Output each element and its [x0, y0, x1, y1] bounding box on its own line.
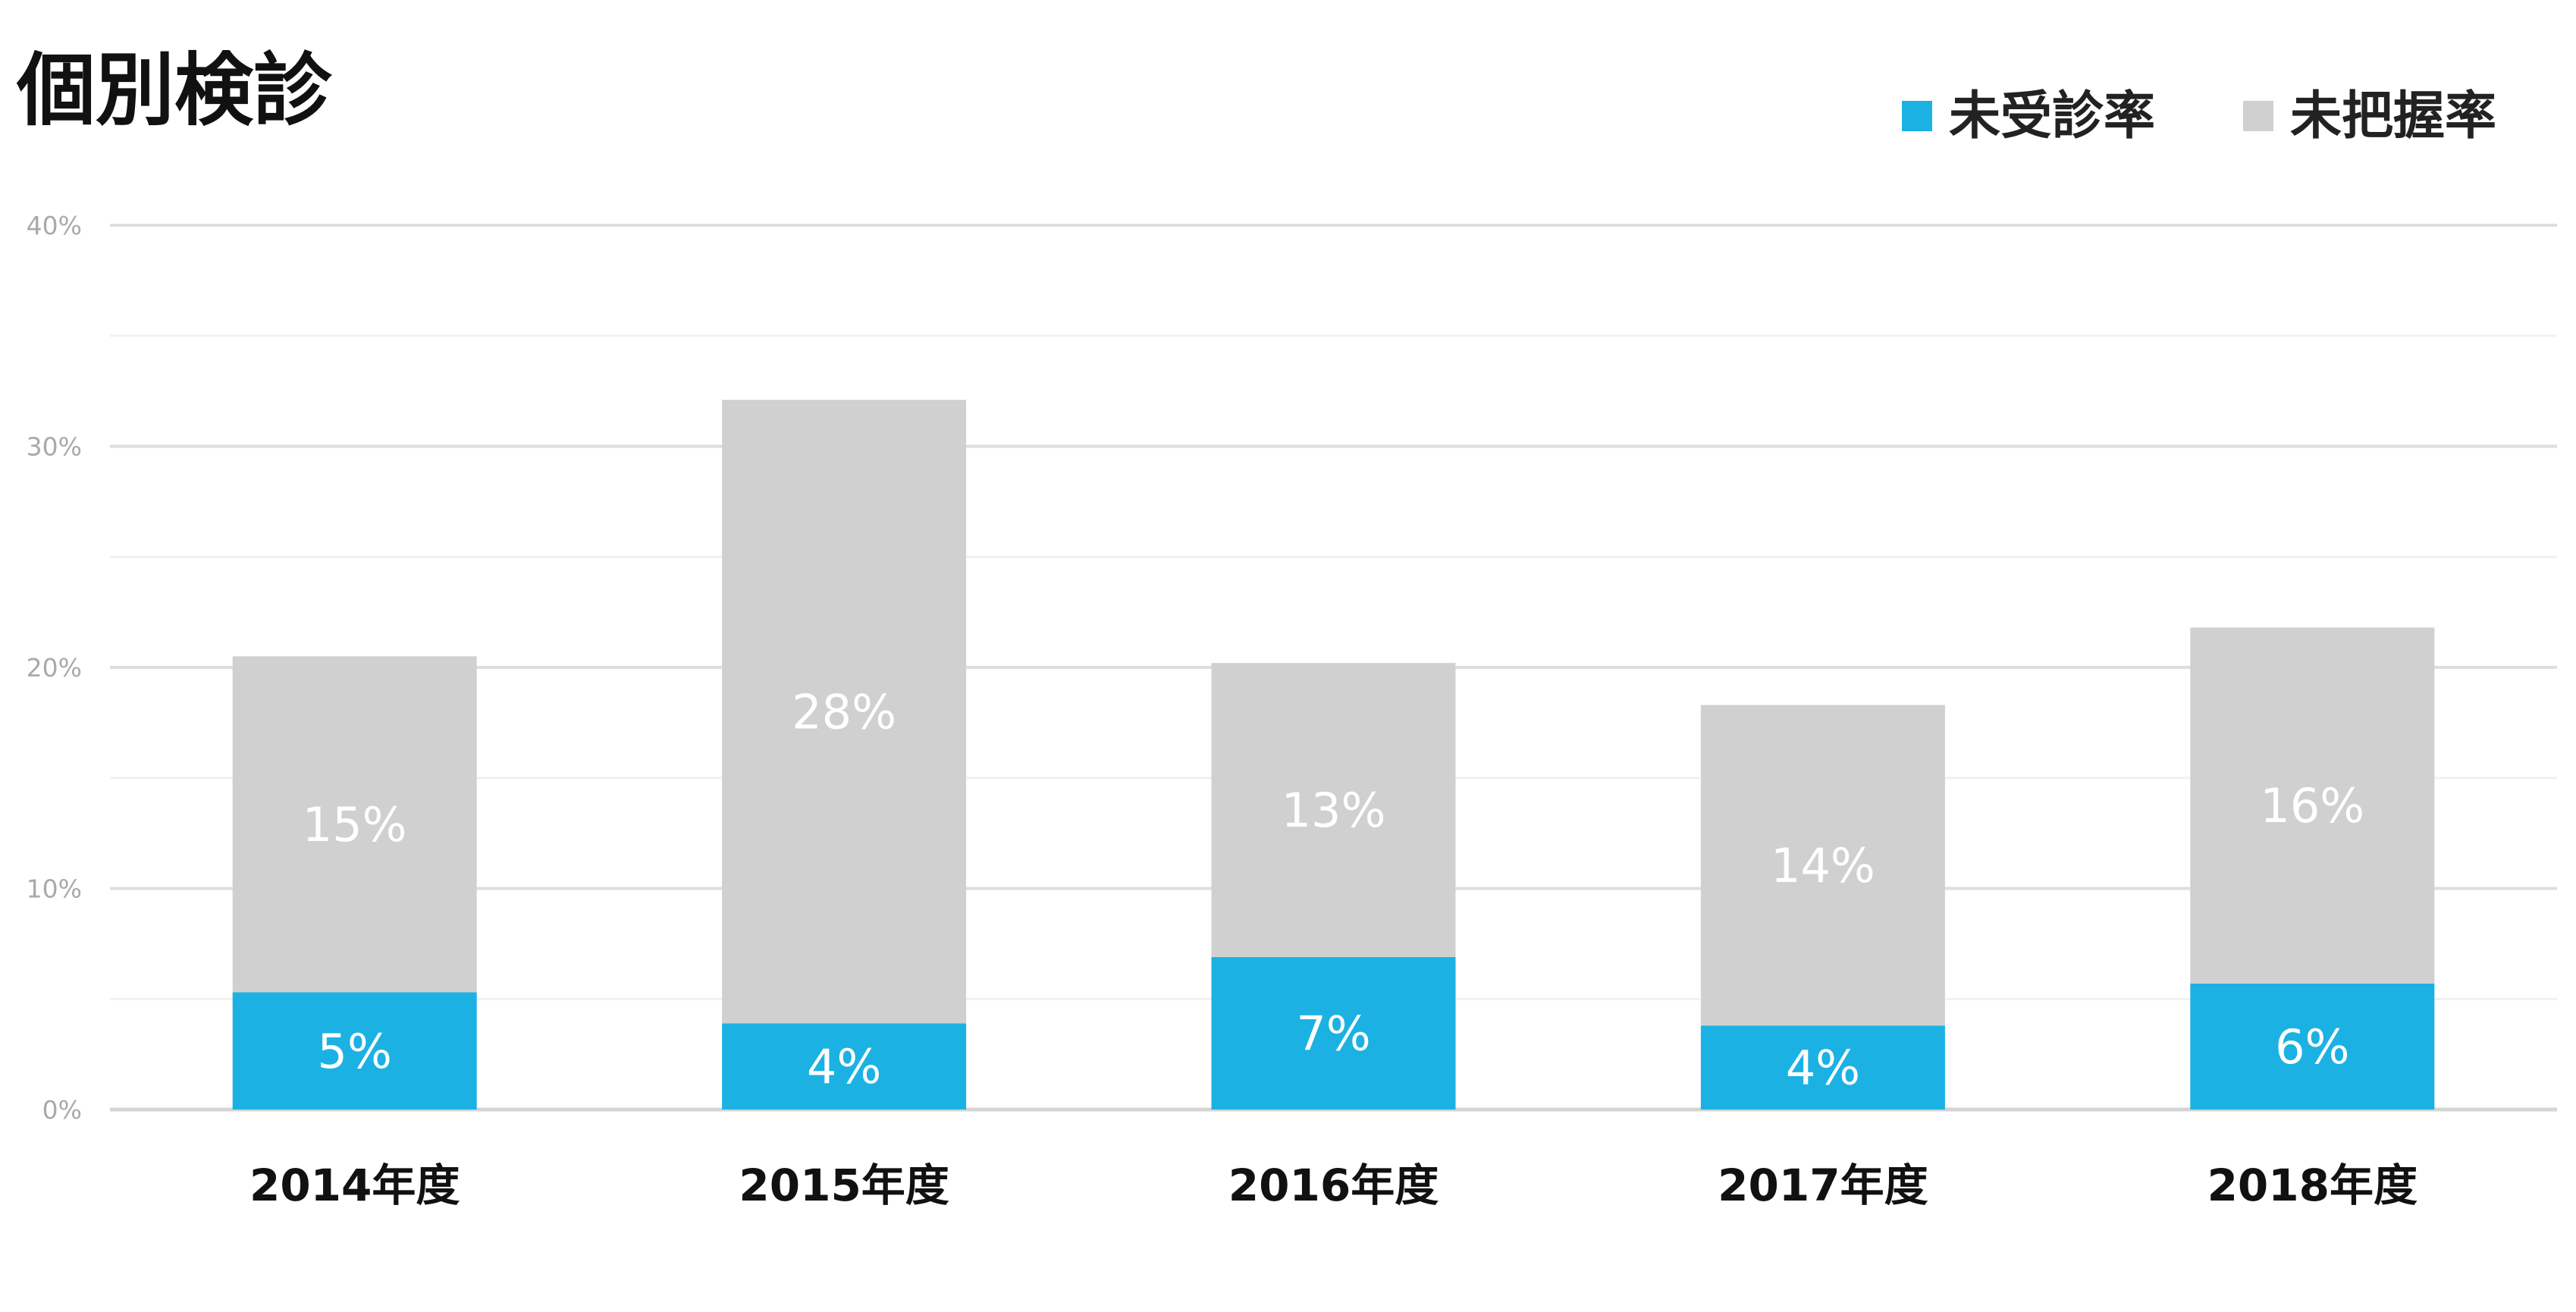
y-tick-label: 40%	[27, 211, 82, 240]
legend-label: 未把握率	[2290, 86, 2496, 146]
bar-segment	[1211, 663, 1456, 957]
bar-segment	[1700, 705, 1945, 1026]
data-label: 13%	[1282, 783, 1386, 838]
data-label: 6%	[2275, 1019, 2349, 1075]
bar-segment	[722, 1023, 967, 1110]
bar-segment	[1700, 1025, 1945, 1110]
data-label: 4%	[807, 1039, 881, 1094]
bar-segment	[1211, 956, 1456, 1110]
data-label: 5%	[318, 1024, 392, 1079]
data-label: 28%	[792, 684, 896, 739]
data-label: 7%	[1296, 1006, 1370, 1061]
x-axis-labels: 2014年度 2015年度 2016年度 2017年度 2018年度	[249, 1160, 2418, 1211]
x-tick-label: 2018年度	[2207, 1160, 2418, 1211]
bar-labels: 5% 15% 4% 28% 7% 13% 4% 14% 6% 16%	[303, 684, 2364, 1095]
data-label: 15%	[303, 797, 407, 852]
legend-label: 未受診率	[1949, 86, 2155, 146]
data-label: 14%	[1771, 838, 1875, 893]
bar-segment	[2190, 983, 2435, 1110]
bar-segment	[722, 400, 967, 1024]
bar-segment	[232, 992, 477, 1110]
x-tick-label: 2014年度	[249, 1160, 460, 1211]
y-tick-label: 10%	[27, 874, 82, 904]
y-tick-label: 0%	[42, 1095, 82, 1125]
bars	[232, 400, 2435, 1110]
y-axis-ticks: 0% 10% 20% 30% 40%	[27, 211, 82, 1125]
x-tick-label: 2016年度	[1228, 1160, 1439, 1211]
y-tick-label: 30%	[27, 432, 82, 462]
chart-title: 個別検診	[16, 44, 333, 137]
data-label: 4%	[1786, 1040, 1860, 1096]
legend: 未受診率 未把握率	[1902, 86, 2496, 146]
bar-segment	[232, 656, 477, 993]
y-tick-label: 20%	[27, 653, 82, 683]
bar-segment	[2190, 627, 2435, 984]
x-tick-label: 2017年度	[1718, 1160, 1928, 1211]
data-label: 16%	[2260, 778, 2364, 833]
x-tick-label: 2015年度	[739, 1160, 949, 1211]
legend-swatch	[2243, 101, 2273, 131]
legend-swatch	[1902, 101, 1932, 131]
